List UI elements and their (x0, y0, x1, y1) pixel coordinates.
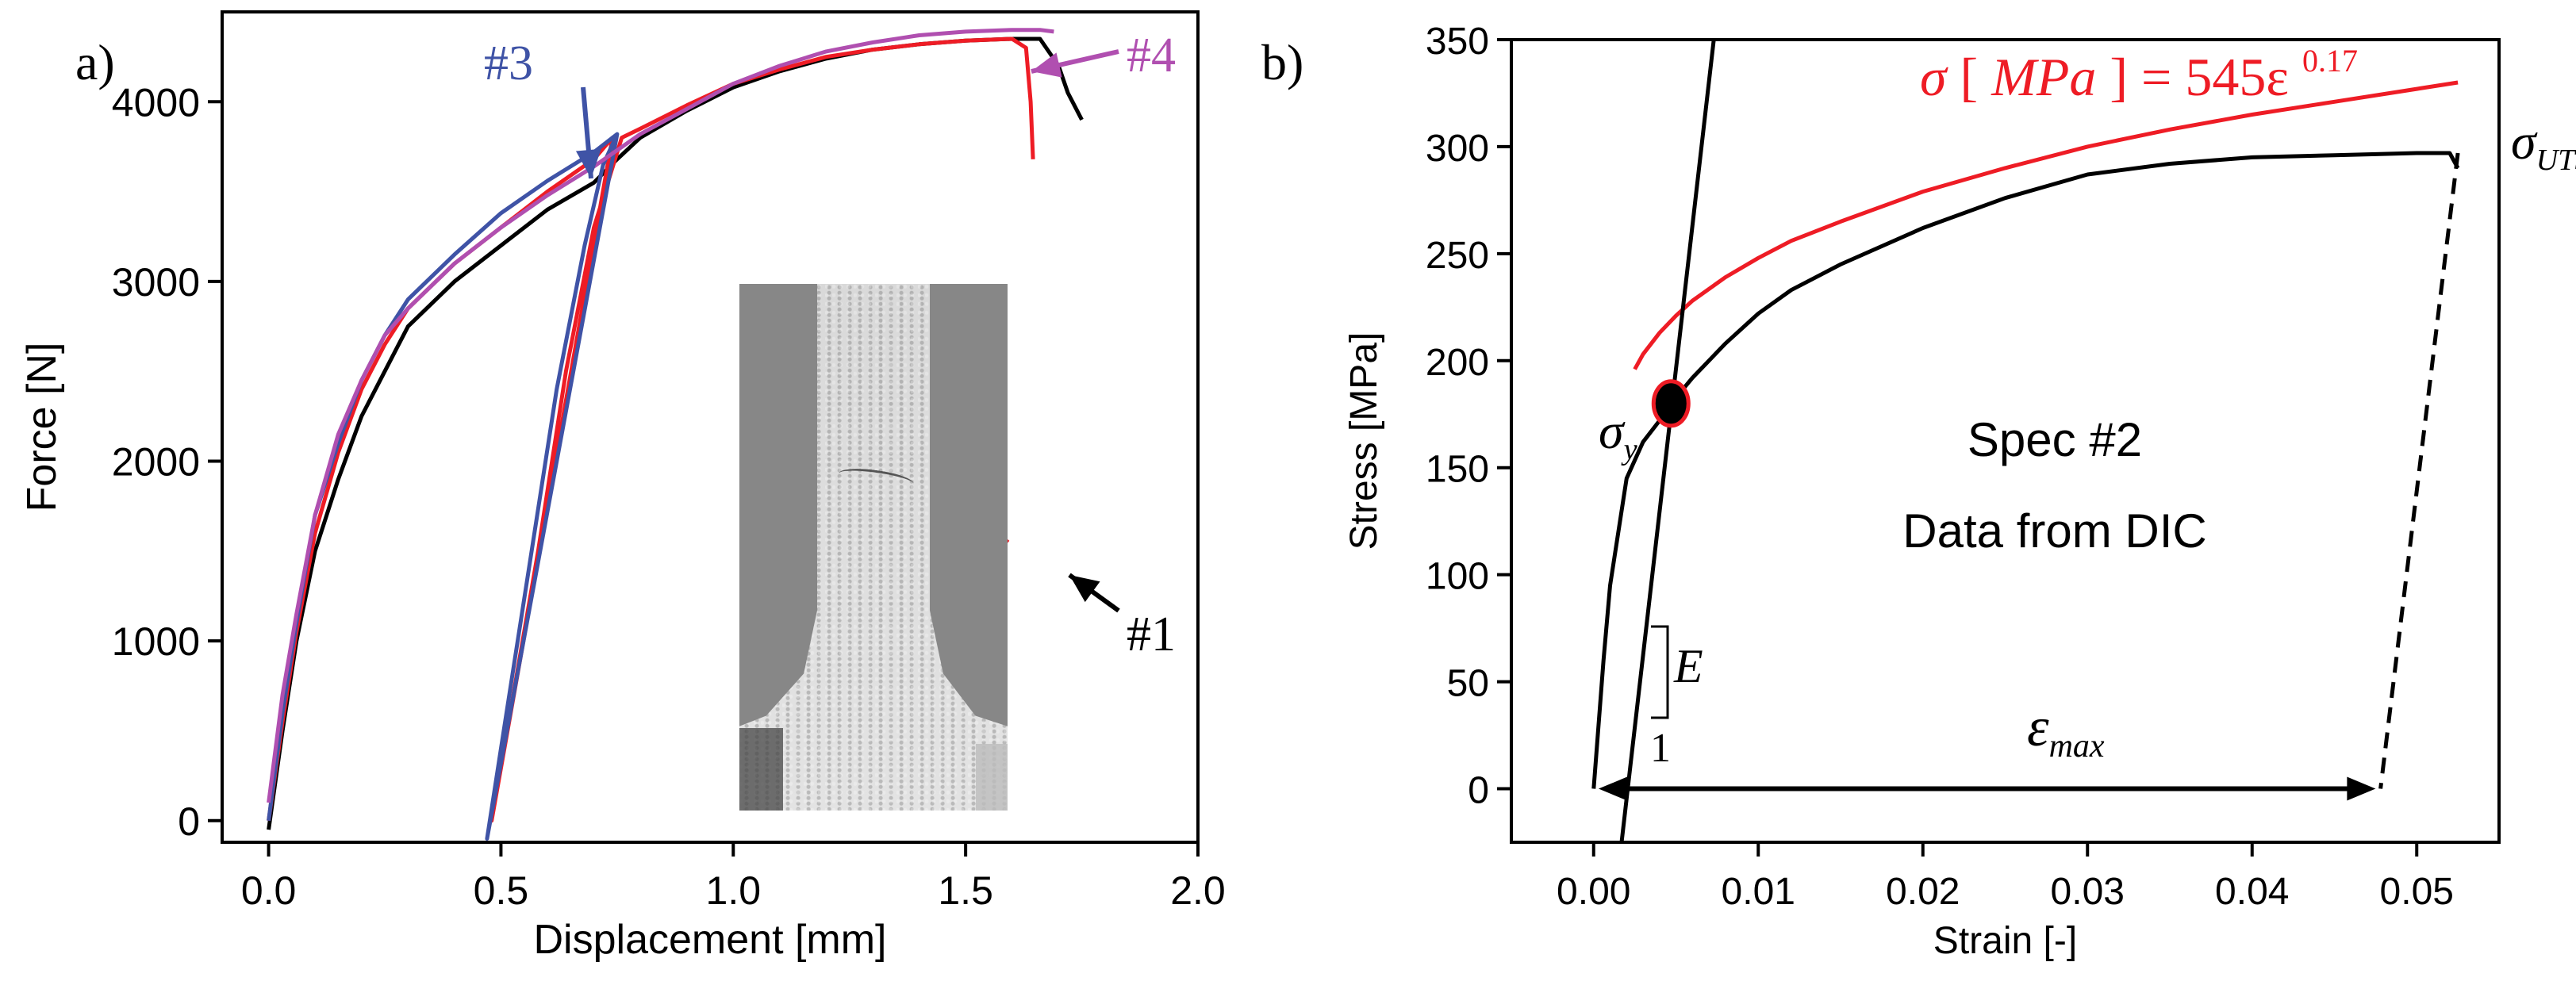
annotation-specimen-3: #3 (484, 36, 533, 90)
panel-b-x-tick-label: 0.04 (2215, 871, 2289, 913)
eps-max-label-subscript: max (2049, 728, 2105, 765)
panel-a-x-tick-label: 2.0 (1170, 868, 1226, 913)
annotation-arrow-1-head (575, 148, 601, 178)
panel-a-y-tick-label: 0 (178, 799, 200, 844)
formula-rhs: = 545ε (2141, 47, 2289, 107)
panel-a-y-axis-label: Force [N] (19, 343, 65, 512)
panel-a-axes-frame (221, 10, 1200, 844)
sigma-y-label: σy (1599, 403, 1638, 466)
panel-a-x-tick-label: 0.5 (474, 868, 529, 913)
panel-b-y-tick-label: 300 (1426, 128, 1489, 170)
panel-a-x-axis-label: Displacement [mm] (534, 917, 887, 963)
formula-bracket-close: ] (2110, 47, 2141, 107)
panel-b-x-tick-label: 0.03 (2051, 871, 2125, 913)
eps-max-label-symbol: ε (2027, 697, 2049, 758)
panel-b-y-tick-label: 150 (1426, 449, 1489, 491)
slope-triangle (1651, 625, 1669, 719)
panel-b-annotations: σyσUTSE1εmax (1598, 113, 2576, 801)
panel-b-label: b) (1261, 34, 1303, 90)
panel-b-y-axis-label: Stress [MPa] (1343, 332, 1385, 550)
panel-a-series-2 (267, 132, 620, 841)
sigma-uts-label: σUTS (2511, 113, 2576, 177)
slope-run-label: 1 (1650, 726, 1671, 771)
panel-b-series-group (1591, 39, 2460, 843)
panel-b-y-tick-label: 50 (1447, 663, 1489, 705)
eps-max-arrow-head-right (2347, 776, 2376, 801)
formula: σ [ MPa ] = 545ε 0.17 (1920, 43, 2358, 107)
panel-b-series-0 (1591, 151, 2460, 789)
annotation-arrow-2 (1031, 49, 1119, 78)
eps-max-label: εmax (2027, 697, 2105, 765)
panel-b-ticks: 0.00 0.01 0.02 0.03 0.04 0.05 0 50 100 150 200 250 3… (1426, 21, 2454, 913)
panel-b-series-3 (2378, 152, 2460, 789)
sigma-y-label-subscript: y (1621, 433, 1638, 466)
annotation-arrow-2-head (1031, 52, 1062, 78)
panel-b-x-tick-label: 0.00 (1557, 871, 1630, 913)
modulus-label: E (1673, 640, 1703, 692)
panel-a-x-tick-label: 1.0 (706, 868, 762, 913)
panel-b-x-tick-label: 0.02 (1886, 871, 1960, 913)
annotation-arrow-4-head (1069, 575, 1100, 603)
annotation-arrow-4 (1068, 573, 1120, 613)
panel-b-y-tick-label: 0 (1468, 770, 1489, 812)
panel-b-y-tick-label: 250 (1426, 235, 1489, 277)
yield-point-marker (1651, 379, 1691, 428)
formula-unit: MPa (1991, 47, 2096, 107)
panel-a-label: a) (75, 34, 115, 90)
panel-a-y-tick-label: 4000 (112, 80, 200, 125)
grip-shadow-right (976, 744, 1008, 811)
panel-b-x-tick-label: 0.01 (1722, 871, 1795, 913)
data-source-label: Data from DIC (1902, 504, 2206, 558)
eps-max-arrow (1598, 776, 2376, 801)
panel-b-series-1 (1633, 80, 2459, 370)
panel-b-y-tick-label: 350 (1426, 21, 1489, 63)
sigma-y-label-symbol: σ (1599, 403, 1626, 459)
panel-a-y-tick-label: 1000 (112, 619, 200, 664)
panel-b-x-tick-label: 0.05 (2380, 871, 2454, 913)
panel-b-axes-frame (1510, 38, 2501, 844)
formula-bracket-open: [ (1960, 47, 1979, 107)
annotation-arrow-1 (575, 86, 601, 179)
panel-a-x-tick-label: 0.0 (241, 868, 297, 913)
grip-shadow-left (739, 728, 783, 811)
panel-a-y-tick-label: 2000 (112, 440, 200, 485)
specimen-photo-inset (739, 284, 1008, 811)
panel-a-x-tick-label: 1.5 (938, 868, 993, 913)
sigma-uts-label-symbol: σ (2511, 113, 2538, 170)
annotation-specimen-1: #1 (1127, 607, 1176, 661)
panel-b-x-axis-label: Strain [-] (1933, 920, 2077, 962)
panel-b-y-tick-label: 100 (1426, 556, 1489, 598)
panel-b: b) 0.00 0.01 0.02 0.03 0.04 0.05 0 50 100 150 200 2… (1261, 21, 2576, 962)
panel-b-y-tick-label: 200 (1426, 342, 1489, 384)
panel-a-ticks: 0.0 0.5 1.0 1.5 2.0 0 1000 2000 3000 4000 (112, 80, 1226, 913)
eps-max-arrow-head-left (1598, 776, 1627, 801)
sigma-uts-label-subscript: UTS (2536, 144, 2576, 177)
panel-a: a) 0.0 0.5 1.0 1.5 2.0 0 1000 2000 3000 4000 Disp… (19, 10, 1226, 963)
formula-sigma: σ (1920, 47, 1948, 107)
spec-label: Spec #2 (1968, 413, 2142, 466)
panel-a-y-tick-label: 3000 (112, 260, 200, 305)
panel-b-series-2 (1619, 39, 1716, 843)
annotation-specimen-4: #4 (1127, 29, 1176, 82)
formula-exponent: 0.17 (2302, 43, 2358, 79)
